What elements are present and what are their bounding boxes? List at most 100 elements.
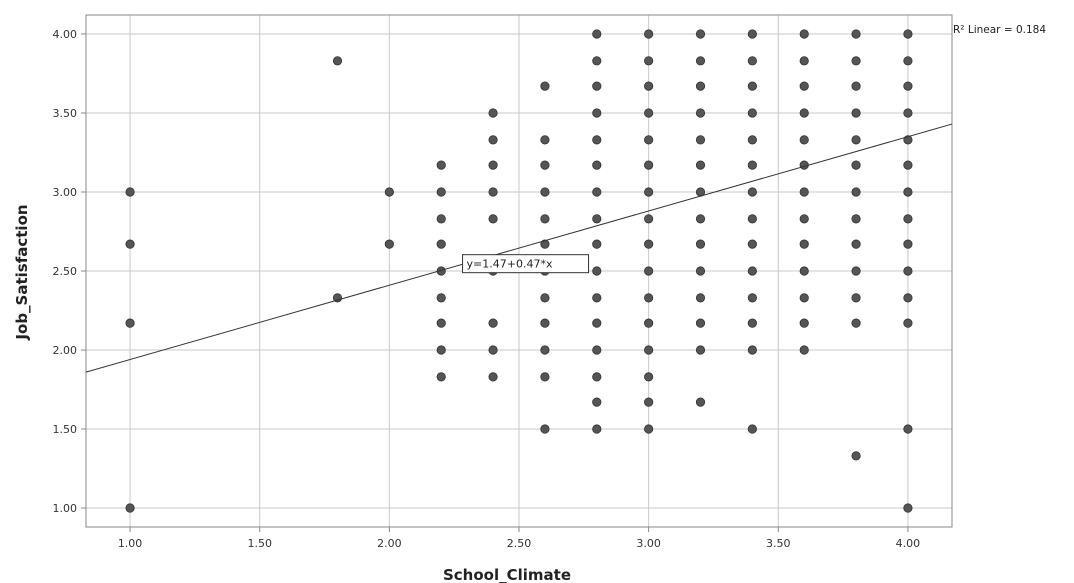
data-point [644, 81, 654, 91]
data-point [799, 239, 809, 249]
data-point [799, 81, 809, 91]
data-point [799, 214, 809, 224]
data-point [125, 318, 135, 328]
data-point [592, 187, 602, 197]
data-point [747, 81, 757, 91]
data-point [695, 214, 706, 224]
data-point [903, 318, 913, 328]
data-point [695, 29, 706, 39]
data-point [747, 56, 757, 66]
data-point [592, 266, 602, 276]
data-point [903, 187, 913, 197]
x-tick-label: 2.50 [507, 537, 532, 550]
data-point [695, 108, 706, 118]
y-tick-label: 2.50 [53, 265, 78, 278]
data-point [799, 29, 809, 39]
data-point [747, 293, 757, 303]
data-point [903, 214, 913, 224]
x-tick-label: 3.00 [636, 537, 661, 550]
data-point [799, 345, 809, 355]
fit-line [85, 123, 953, 373]
data-point [747, 214, 757, 224]
data-point [644, 214, 654, 224]
data-point [799, 135, 809, 145]
x-tick-label: 2.00 [377, 537, 402, 550]
y-tick-label: 2.00 [53, 344, 78, 357]
data-point [488, 187, 498, 197]
data-point [384, 187, 394, 197]
y-tick-label: 3.00 [53, 186, 78, 199]
data-point [851, 160, 861, 170]
equation-label-box: y=1.47+0.47*x [462, 254, 590, 274]
data-point [747, 29, 757, 39]
y-axis-ticks: 1.00 1.50 2.00 2.50 3.00 3.50 4.00 [53, 28, 86, 515]
data-point [488, 345, 498, 355]
data-point [799, 318, 809, 328]
data-point [695, 266, 706, 276]
data-point [747, 318, 757, 328]
data-point [488, 318, 498, 328]
data-point [592, 424, 602, 434]
data-point [436, 160, 446, 170]
data-point [644, 345, 654, 355]
data-point [747, 108, 757, 118]
data-point [851, 108, 861, 118]
data-point [799, 266, 809, 276]
data-point [644, 56, 654, 66]
data-point [903, 293, 913, 303]
data-point [695, 239, 706, 249]
data-point [644, 108, 654, 118]
data-point [799, 187, 809, 197]
data-point [644, 29, 654, 39]
data-point [332, 56, 343, 66]
data-point [540, 214, 550, 224]
data-point [488, 160, 498, 170]
y-tick-label: 1.50 [53, 423, 78, 436]
data-point [747, 266, 757, 276]
data-point [851, 239, 861, 249]
data-point [851, 214, 861, 224]
data-point [592, 56, 602, 66]
data-point [747, 187, 757, 197]
data-point [851, 56, 861, 66]
y-axis-title: Job_Satisfaction [13, 204, 31, 340]
data-point [488, 135, 498, 145]
data-point [851, 451, 861, 461]
data-point [799, 56, 809, 66]
y-tick-label: 1.00 [53, 502, 78, 515]
y-tick-label: 4.00 [53, 28, 78, 41]
data-point [644, 397, 654, 407]
data-point [592, 372, 602, 382]
data-point [851, 29, 861, 39]
data-point [488, 214, 498, 224]
data-point [384, 239, 394, 249]
data-point [903, 56, 913, 66]
data-point [851, 187, 861, 197]
data-point [436, 293, 446, 303]
data-point [488, 372, 498, 382]
data-point [592, 397, 602, 407]
data-point [436, 372, 446, 382]
data-point [747, 424, 757, 434]
data-point [695, 81, 706, 91]
equation-label: y=1.47+0.47*x [467, 258, 553, 271]
data-point [747, 239, 757, 249]
data-point [644, 135, 654, 145]
data-point [125, 239, 135, 249]
data-point [125, 503, 135, 513]
x-tick-label: 3.50 [766, 537, 791, 550]
data-point [436, 345, 446, 355]
data-point [540, 318, 550, 328]
x-axis-title: School_Climate [443, 566, 571, 583]
data-point [436, 266, 446, 276]
data-point [540, 345, 550, 355]
data-point [592, 29, 602, 39]
data-point [903, 503, 913, 513]
data-point [903, 424, 913, 434]
data-point [747, 160, 757, 170]
data-point [644, 293, 654, 303]
data-point [540, 81, 550, 91]
data-point [436, 239, 446, 249]
data-point [903, 160, 913, 170]
data-point [695, 56, 706, 66]
